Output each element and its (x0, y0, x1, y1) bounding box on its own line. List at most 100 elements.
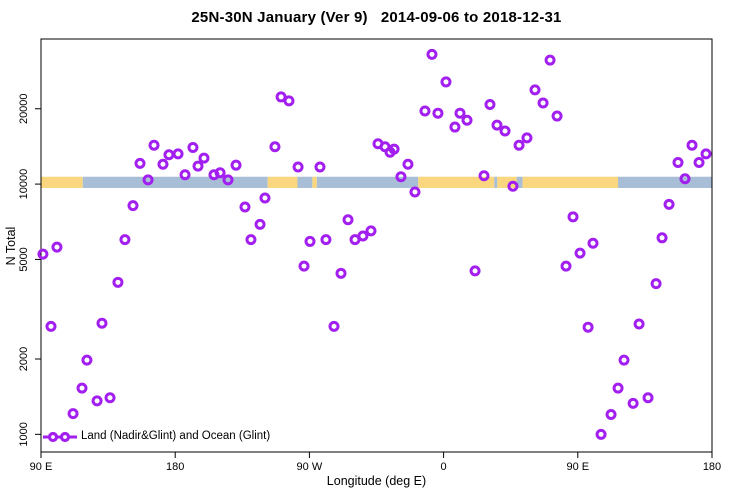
data-point (402, 158, 414, 170)
data-point (91, 395, 103, 407)
data-point (357, 230, 369, 242)
data-point (582, 321, 594, 333)
data-point (198, 152, 210, 164)
data-point (395, 171, 407, 183)
data-point (96, 317, 108, 329)
data-point (76, 382, 88, 394)
legend-label: Land (Nadir&Glint) and Ocean (Glint) (81, 429, 271, 442)
data-point (245, 234, 257, 246)
data-point (179, 169, 191, 181)
data-point (656, 232, 668, 244)
data-point (275, 91, 287, 103)
y-tick-label: 10000 (18, 169, 30, 200)
data-point (537, 97, 549, 109)
data-point (119, 234, 131, 246)
data-point (484, 98, 496, 110)
x-axis-label: Longitude (deg E) (326, 474, 427, 488)
data-point (314, 161, 326, 173)
data-point (513, 139, 525, 151)
y-tick-label: 1000 (18, 422, 30, 446)
plot-box (40, 38, 713, 453)
x-tick-label: 90 W (297, 461, 323, 473)
data-point (567, 211, 579, 223)
data-point (612, 382, 624, 394)
data-point (426, 48, 438, 60)
data-point (254, 218, 266, 230)
data-point (454, 107, 466, 119)
data-point (172, 148, 184, 160)
data-point (672, 156, 684, 168)
data-point (521, 132, 533, 144)
data-point (409, 186, 421, 198)
data-point (51, 241, 63, 253)
data-point (134, 157, 146, 169)
x-tick-label: 0 (441, 461, 447, 473)
data-point (663, 198, 675, 210)
legend-point-icon (59, 431, 71, 443)
data-point (157, 158, 169, 170)
data-point (127, 200, 139, 212)
data-point (440, 76, 452, 88)
data-point (432, 107, 444, 119)
data-point (104, 392, 116, 404)
data-point (627, 397, 639, 409)
data-point (45, 320, 57, 332)
data-point (163, 149, 175, 161)
ocean-band-segment (297, 176, 313, 188)
data-point (560, 260, 572, 272)
data-point (693, 156, 705, 168)
data-point (544, 54, 556, 66)
data-point (595, 428, 607, 440)
data-point (239, 201, 251, 213)
ocean-band-segment (316, 176, 419, 188)
data-point (499, 125, 511, 137)
data-point (214, 167, 226, 179)
land-band-segment (41, 176, 83, 188)
ocean-band-segment (516, 176, 523, 188)
y-tick-label: 2000 (18, 347, 30, 371)
data-point (551, 110, 563, 122)
ocean-band-segment (82, 176, 268, 188)
y-tick-label: 5000 (18, 247, 30, 271)
data-point (298, 260, 310, 272)
data-point (335, 267, 347, 279)
data-point (328, 320, 340, 332)
data-point (230, 159, 242, 171)
data-point (187, 142, 199, 154)
data-point (292, 161, 304, 173)
data-point (419, 105, 431, 117)
data-point (304, 235, 316, 247)
ocean-band-segment (618, 176, 712, 188)
x-tick-label: 180 (703, 461, 721, 473)
land-band-segment (267, 176, 298, 188)
data-point (478, 170, 490, 182)
data-point (650, 278, 662, 290)
data-point (491, 119, 503, 131)
data-point (618, 354, 630, 366)
data-point (148, 139, 160, 151)
data-point (461, 114, 473, 126)
data-point (259, 192, 271, 204)
land-band-segment (497, 176, 517, 188)
ocean-band-segment (494, 176, 498, 188)
y-tick-label: 20000 (18, 93, 30, 124)
data-point (222, 174, 234, 186)
data-point (574, 247, 586, 259)
chart-title: 25N-30N January (Ver 9) 2014-09-06 to 20… (191, 9, 562, 26)
data-point (587, 237, 599, 249)
x-tick-label: 180 (166, 461, 184, 473)
data-point (112, 276, 124, 288)
x-tick-label: 90 E (566, 461, 589, 473)
data-point (469, 265, 481, 277)
data-point (342, 214, 354, 226)
land-band-segment (418, 176, 495, 188)
data-point (192, 160, 204, 172)
land-band-segment (522, 176, 619, 188)
data-point (283, 95, 295, 107)
data-point (529, 84, 541, 96)
data-point (388, 143, 400, 155)
data-point (686, 139, 698, 151)
data-point (67, 408, 79, 420)
